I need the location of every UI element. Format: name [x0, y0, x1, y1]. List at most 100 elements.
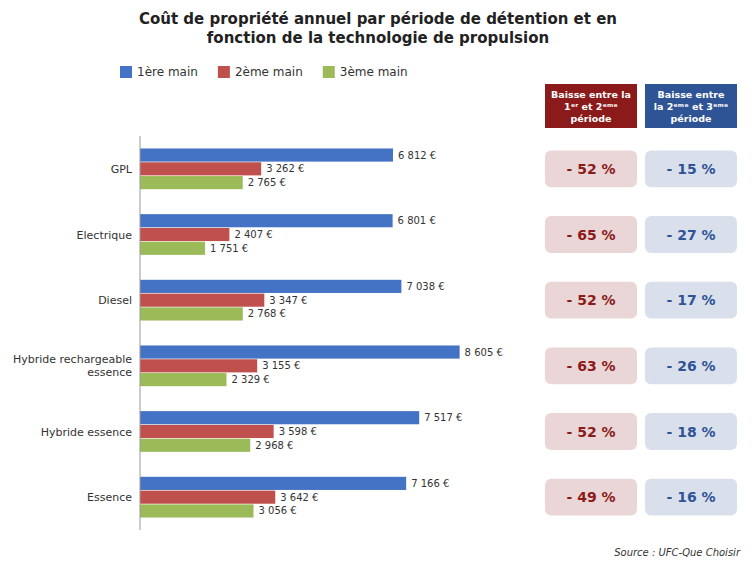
cell-box: [545, 150, 637, 187]
bar: [140, 477, 406, 490]
cell: - 49 %: [545, 479, 637, 516]
data-label: 3 056 €: [259, 505, 297, 516]
header-label: Baisse entre la1ᵉʳ et 2ᵉᵐᵉpériode: [551, 89, 631, 124]
title-line: fonction de la technologie de propulsion: [207, 29, 549, 47]
cell: - 17 %: [645, 282, 737, 319]
legend-label: 2ème main: [235, 65, 303, 79]
data-label: 2 968 €: [255, 440, 293, 451]
bar: [140, 373, 227, 386]
cell-label: - 52 %: [566, 424, 615, 440]
text-line: Diesel: [98, 294, 132, 307]
bar: [140, 280, 401, 293]
data-label: 6 812 €: [398, 150, 436, 161]
text-line: 1ᵉʳ et 2ᵉᵐᵉ: [564, 101, 618, 112]
bar: [140, 504, 254, 517]
bar: [140, 228, 229, 241]
data-label: 3 347 €: [269, 295, 307, 306]
category-label: Hybride essence: [41, 426, 133, 439]
bar: [140, 148, 393, 161]
cell-label: - 15 %: [666, 161, 715, 177]
cell-label: - 16 %: [666, 489, 715, 505]
source: Source : UFC-Que Choisir: [614, 547, 741, 558]
data-label: 7 517 €: [424, 412, 462, 423]
bar: [140, 411, 419, 424]
cell-box: [545, 413, 637, 450]
cell-label: - 26 %: [666, 358, 715, 374]
cell: - 52 %: [545, 282, 637, 319]
cell: - 15 %: [645, 150, 737, 187]
cell-box: [645, 150, 737, 187]
axis-line: [140, 136, 141, 530]
bar: [140, 345, 460, 358]
chart: Coût de propriété annuel par période de …: [0, 0, 756, 566]
cell-box: [645, 282, 737, 319]
text-line: période: [671, 113, 712, 124]
cell-label: - 17 %: [666, 292, 715, 308]
cell-box: [545, 479, 637, 516]
cell-box: [645, 413, 737, 450]
text-line: GPL: [111, 163, 133, 176]
data-label: 7 166 €: [411, 478, 449, 489]
cell-box: [645, 479, 737, 516]
text-line: Baisse entre la: [551, 89, 631, 100]
cell-box: [545, 282, 637, 319]
bar: [140, 214, 393, 227]
data-label: 2 768 €: [248, 308, 286, 319]
data-label: 3 155 €: [262, 360, 300, 371]
data-label: 6 801 €: [398, 215, 436, 226]
legend-swatch: [323, 66, 335, 78]
data-label: 1 751 €: [210, 243, 248, 254]
cell: - 63 %: [545, 347, 637, 384]
cell-label: - 65 %: [566, 227, 615, 243]
bar: [140, 439, 250, 452]
data-label: 8 605 €: [465, 347, 503, 358]
cell: - 52 %: [545, 413, 637, 450]
category-label: GPL: [111, 163, 133, 176]
category-label: Electrique: [77, 229, 133, 242]
legend-label: 3ème main: [340, 65, 408, 79]
data-label: 7 038 €: [406, 281, 444, 292]
cell-label: - 63 %: [566, 358, 615, 374]
category-label: Essence: [87, 491, 132, 504]
bar: [140, 242, 205, 255]
text-line: Electrique: [77, 229, 133, 242]
cell-box: [545, 216, 637, 253]
cell-label: - 52 %: [566, 292, 615, 308]
cell-box: [645, 216, 737, 253]
bar: [140, 307, 243, 320]
cell: - 27 %: [645, 216, 737, 253]
header-box: [645, 84, 737, 128]
cell: - 65 %: [545, 216, 637, 253]
cell: - 52 %: [545, 150, 637, 187]
cell: - 16 %: [645, 479, 737, 516]
text-line: période: [571, 113, 612, 124]
category-label: Hybride rechargeableessence: [13, 353, 132, 379]
title: Coût de propriété annuel par période de …: [139, 10, 617, 47]
data-label: 3 598 €: [279, 426, 317, 437]
cell: - 26 %: [645, 347, 737, 384]
data-labels: 6 812 € 6 801 € 7 038 € 8 605 € 7 517 € 7 166…: [210, 150, 503, 517]
text-line: Essence: [87, 491, 132, 504]
cell-label: - 27 %: [666, 227, 715, 243]
legend-swatch: [218, 66, 230, 78]
legend: 1ère main 2ème main 3ème main: [120, 65, 408, 79]
category-label: Diesel: [98, 294, 132, 307]
bar: [140, 162, 261, 175]
legend-label: 1ère main: [137, 65, 198, 79]
data-label: 3 262 €: [266, 163, 304, 174]
bar: [140, 176, 243, 189]
cell-box: [645, 347, 737, 384]
bar: [140, 359, 257, 372]
bar: [140, 491, 275, 504]
y-tick-labels: GPL Electrique Diesel Hybride rechargeablee…: [13, 163, 133, 504]
title-line: Coût de propriété annuel par période de …: [139, 10, 617, 28]
data-label: 3 642 €: [280, 492, 318, 503]
bar: [140, 294, 264, 307]
data-label: 2 407 €: [234, 229, 272, 240]
text-line: la 2ᵉᵐᵉ et 3ᵉᵐᵉ: [654, 101, 729, 112]
cell-label: - 49 %: [566, 489, 615, 505]
header-label: Baisse entrela 2ᵉᵐᵉ et 3ᵉᵐᵉpériode: [654, 89, 729, 124]
data-label: 2 765 €: [248, 177, 286, 188]
text-line: Hybride essence: [41, 426, 133, 439]
cell-box: [545, 347, 637, 384]
